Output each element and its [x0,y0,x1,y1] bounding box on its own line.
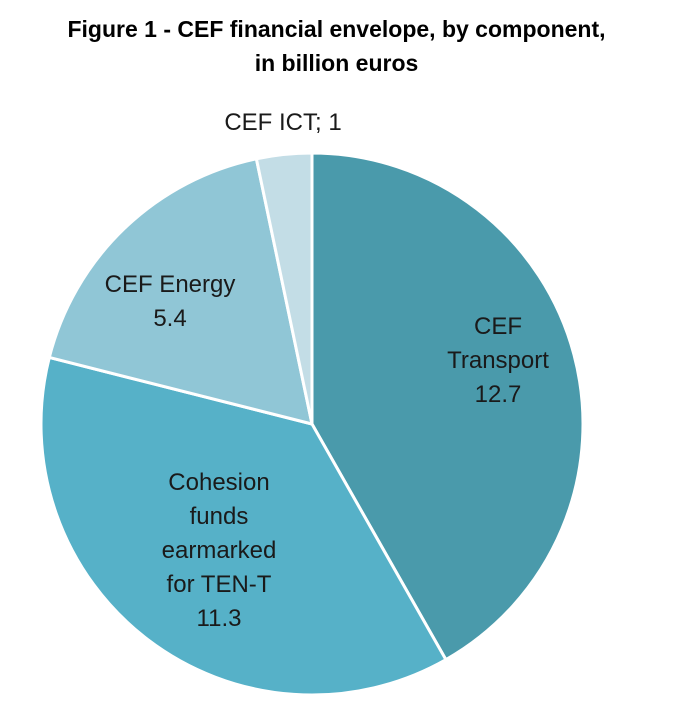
slice-label-line: 12.7 [475,381,522,408]
slice-label-line: Cohesion [168,469,269,496]
slice-label-cef-transport: CEF Transport 12.7 [447,313,549,408]
pie-slice-cef-ict [254,151,314,426]
slice-label-line: 11.3 [197,605,242,632]
pie-slice-cef-transport [310,151,585,662]
slice-label-cohesion-funds-earmarked-for-ten-t: Cohesion funds earmarked for TEN-T 11.3 [162,469,277,632]
slice-label-line: 5.4 [153,305,186,332]
slice-label-line: Transport [447,347,549,374]
chart-title-line-1: Figure 1 - CEF financial envelope, by co… [67,16,606,42]
chart-title-line-2: in billion euros [254,50,419,76]
slice-label-line: CEF [474,313,522,340]
slice-label-line: earmarked [162,537,277,564]
slice-label-line: funds [190,503,249,530]
pie-slice-cohesion-funds-earmarked-for-ten-t [39,355,448,697]
slice-label-cef-ict: CEF ICT; 1 [224,109,341,136]
slice-label-cef-energy: CEF Energy 5.4 [105,271,236,332]
chart-title: Figure 1 - CEF financial envelope, by co… [0,12,673,80]
pie-slice-cef-energy [47,157,314,426]
slice-label-line: CEF Energy [105,271,236,298]
slice-label-line: CEF ICT; 1 [224,109,341,136]
slice-label-line: for TEN-T [167,571,272,598]
